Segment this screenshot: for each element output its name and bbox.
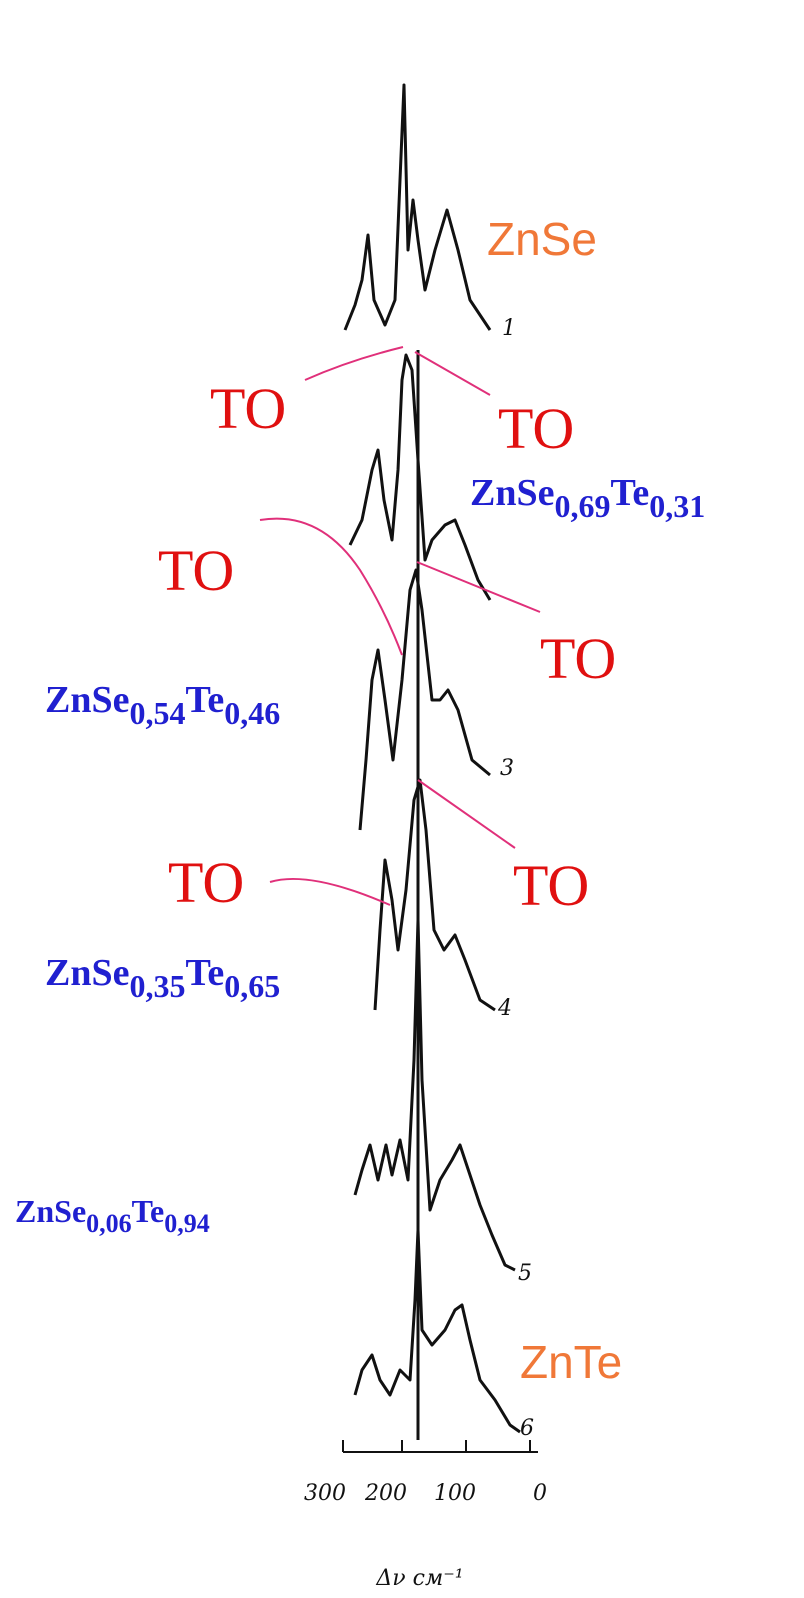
leaders [259, 346, 541, 906]
composition: ZnSe0,54Te0,46 [45, 679, 280, 731]
leader [416, 561, 541, 613]
tick-label: 100 [434, 1481, 476, 1506]
material-label: ZnTe [520, 1336, 622, 1388]
tick-label: 0 [533, 1481, 547, 1506]
axis: 300 200 100 0 Δν см⁻¹ [304, 1440, 547, 1591]
composition: ZnSe0,69Te0,31 [470, 472, 705, 524]
composition: ZnSe0,06Te0,94 [15, 1193, 210, 1238]
composition: ZnSe0,35Te0,65 [45, 952, 280, 1004]
leader [414, 351, 491, 396]
leader [304, 346, 404, 381]
to-label: TO [158, 538, 234, 603]
to-label: TO [210, 376, 286, 441]
leader [259, 517, 403, 656]
curve-number: 5 [518, 1261, 532, 1286]
spectrum [353, 918, 516, 1272]
curve-number: 3 [500, 756, 514, 781]
leader [269, 877, 391, 906]
spectrum [343, 83, 492, 331]
material-label: ZnSe [487, 213, 597, 265]
curve-number: 1 [502, 316, 516, 341]
spectra [343, 83, 521, 1440]
tick-label: 200 [364, 1481, 407, 1506]
to-label: TO [168, 850, 244, 915]
to-label: TO [540, 626, 616, 691]
spectrum [373, 778, 496, 1012]
curve-number: 4 [497, 996, 512, 1021]
to-label: TO [513, 853, 589, 918]
tick-label: 300 [304, 1481, 346, 1506]
axis-label: Δν см⁻¹ [375, 1566, 463, 1591]
curve-number: 6 [520, 1416, 534, 1441]
spectrum [353, 1228, 521, 1434]
leader [417, 779, 516, 849]
to-label: TO [498, 396, 574, 461]
spectrum [358, 568, 491, 831]
spectrum [348, 353, 492, 601]
